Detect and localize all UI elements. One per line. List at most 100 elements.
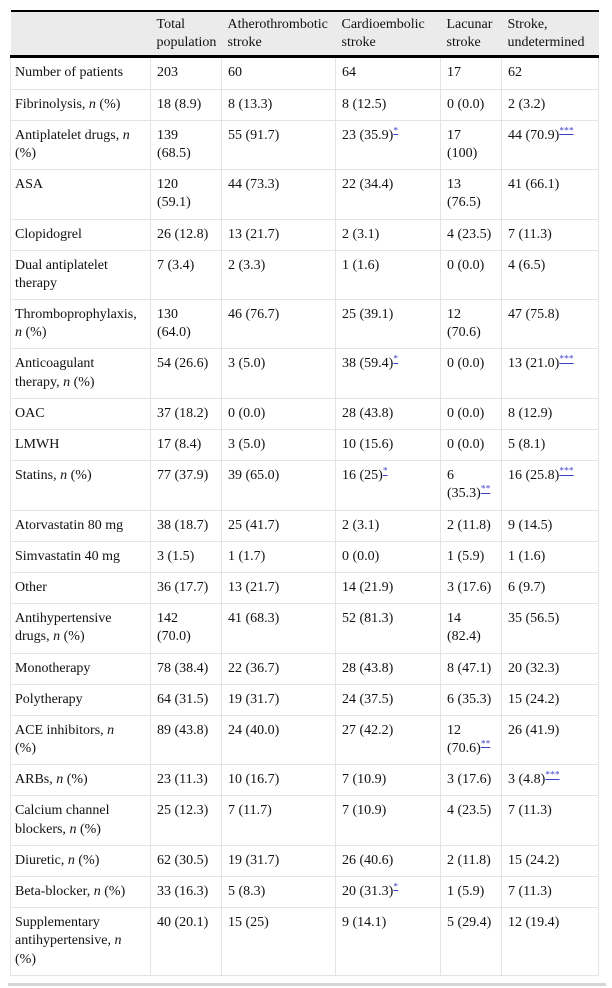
- footnote-link[interactable]: ***: [559, 466, 574, 477]
- table-cell: 120 (59.1): [150, 169, 222, 220]
- table-cell: 7 (10.9): [335, 764, 441, 797]
- table-cell: 44 (70.9)***: [501, 119, 599, 171]
- column-header-total-population: Total population: [150, 10, 222, 59]
- table-cell: 0 (0.0): [440, 249, 502, 301]
- table-row: Statins, n (%) 77 (37.9) 39 (65.0) 16 (25)*…: [10, 460, 599, 511]
- table-cell: 17 (8.4): [150, 428, 222, 462]
- footnote-link[interactable]: ***: [559, 126, 574, 137]
- table-cell: 28 (43.8): [335, 652, 441, 685]
- table-cell: 38 (59.4)*: [335, 348, 441, 399]
- table-row: Number of patients 203 60 64 17 62: [10, 56, 599, 90]
- table-cell: 23 (35.9)*: [335, 119, 441, 171]
- row-label: OAC: [10, 397, 151, 431]
- table-row: ASA 120 (59.1) 44 (73.3) 22 (34.4) 13 (76.5)…: [10, 169, 599, 220]
- table-cell: 18 (8.9): [150, 88, 222, 121]
- table-cell: 130 (64.0): [150, 299, 222, 350]
- table-cell: 64 (31.5): [150, 683, 222, 716]
- table-cell: 12 (19.4): [501, 907, 599, 976]
- footnote-link[interactable]: ***: [559, 354, 574, 365]
- table-cell: 13 (21.7): [221, 571, 336, 605]
- table-row: Clopidogrel 26 (12.8) 13 (21.7) 2 (3.1) 4 (2…: [10, 218, 599, 251]
- table-cell: 15 (25): [221, 907, 336, 976]
- table-cell: 13 (21.0)***: [501, 348, 599, 399]
- table-row: ARBs, n (%) 23 (11.3) 10 (16.7) 7 (10.9) 3 (…: [10, 764, 599, 797]
- column-header-lacunar-stroke: Lacunar stroke: [440, 10, 502, 59]
- table-cell: 89 (43.8): [150, 714, 222, 766]
- row-label: Other: [10, 571, 151, 605]
- footnote-link[interactable]: **: [480, 739, 491, 750]
- table-cell: 15 (24.2): [501, 683, 599, 716]
- table-cell: 62 (30.5): [150, 844, 222, 878]
- horizontal-scrollbar[interactable]: [8, 983, 606, 986]
- row-label: Dual antiplatelet therapy: [10, 249, 151, 301]
- table-cell: 25 (39.1): [335, 299, 441, 350]
- table-cell: 25 (41.7): [221, 509, 336, 542]
- table-cell: 38 (18.7): [150, 509, 222, 542]
- row-label: Atorvastatin 80 mg: [10, 509, 151, 542]
- table-cell: 41 (66.1): [501, 169, 599, 220]
- footnote-link[interactable]: *: [393, 882, 399, 893]
- table-cell: 13 (21.7): [221, 218, 336, 251]
- table-cell: 22 (36.7): [221, 652, 336, 685]
- table-cell: 8 (13.3): [221, 88, 336, 121]
- table-cell: 60: [221, 56, 336, 90]
- table-cell: 17 (100): [440, 119, 502, 171]
- footnote-link[interactable]: *: [393, 126, 399, 137]
- table-row: Fibrinolysis, n (%) 18 (8.9) 8 (13.3) 8 (12…: [10, 88, 599, 121]
- row-label: Antiplatelet drugs, n (%): [10, 119, 151, 171]
- table-cell: 26 (41.9): [501, 714, 599, 766]
- table-cell: 15 (24.2): [501, 844, 599, 878]
- table-row: Antiplatelet drugs, n (%) 139 (68.5) 55 (9…: [10, 119, 599, 171]
- table-cell: 35 (56.5): [501, 603, 599, 654]
- table-cell: 20 (31.3)*: [335, 875, 441, 909]
- row-label: Beta-blocker, n (%): [10, 875, 151, 909]
- header-row: Total population Atherothrombotic stroke…: [10, 10, 599, 59]
- row-label: Fibrinolysis, n (%): [10, 88, 151, 121]
- table-cell: 3 (17.6): [440, 571, 502, 605]
- table-cell: 54 (26.6): [150, 348, 222, 399]
- footnote-link[interactable]: *: [382, 466, 388, 477]
- footnote-link[interactable]: **: [480, 484, 491, 495]
- row-label: ACE inhibitors, n (%): [10, 714, 151, 766]
- table-cell: 13 (76.5): [440, 169, 502, 220]
- table-row: LMWH 17 (8.4) 3 (5.0) 10 (15.6) 0 (0.0) 5 (8.…: [10, 428, 599, 462]
- row-label: Supplementary antihypertensive, n (%): [10, 907, 151, 976]
- table-cell: 47 (75.8): [501, 299, 599, 350]
- table-cell: 7 (11.7): [221, 795, 336, 846]
- table-cell: 0 (0.0): [440, 348, 502, 399]
- table-row: Thromboprophylaxis, n (%) 130 (64.0) 46 (7…: [10, 299, 599, 350]
- table-cell: 22 (34.4): [335, 169, 441, 220]
- table-cell: 1 (5.9): [440, 540, 502, 573]
- table-row: Dual antiplatelet therapy 7 (3.4) 2 (3.3) 1…: [10, 249, 599, 301]
- table-cell: 40 (20.1): [150, 907, 222, 976]
- table-cell: 3 (4.8)***: [501, 764, 599, 797]
- table-cell: 0 (0.0): [440, 428, 502, 462]
- table-body: Number of patients 203 60 64 17 62 Fibrinolysi…: [10, 56, 599, 976]
- table-cell: 78 (38.4): [150, 652, 222, 685]
- table-row: Beta-blocker, n (%) 33 (16.3) 5 (8.3) 20 (3…: [10, 875, 599, 909]
- table-cell: 1 (1.6): [335, 249, 441, 301]
- row-label: Polytherapy: [10, 683, 151, 716]
- table-cell: 8 (12.5): [335, 88, 441, 121]
- table-cell: 12 (70.6): [440, 299, 502, 350]
- table-cell: 2 (11.8): [440, 509, 502, 542]
- row-label: Number of patients: [10, 56, 151, 90]
- table-cell: 24 (40.0): [221, 714, 336, 766]
- table-cell: 2 (3.1): [335, 509, 441, 542]
- row-label: Anticoagulant therapy, n (%): [10, 348, 151, 399]
- table-cell: 55 (91.7): [221, 119, 336, 171]
- table-cell: 14 (82.4): [440, 603, 502, 654]
- table-cell: 139 (68.5): [150, 119, 222, 171]
- footnote-link[interactable]: ***: [545, 770, 560, 781]
- table-cell: 8 (12.9): [501, 397, 599, 431]
- table-cell: 7 (11.3): [501, 875, 599, 909]
- medication-by-stroke-subtype-table: Total population Atherothrombotic stroke…: [10, 10, 599, 976]
- table-row: Supplementary antihypertensive, n (%) 40 …: [10, 907, 599, 976]
- table-cell: 24 (37.5): [335, 683, 441, 716]
- table-row: Polytherapy 64 (31.5) 19 (31.7) 24 (37.5) 6 …: [10, 683, 599, 716]
- table-cell: 62: [501, 56, 599, 90]
- table-row: OAC 37 (18.2) 0 (0.0) 28 (43.8) 0 (0.0) 8 (12…: [10, 397, 599, 431]
- column-header-atherothrombotic-stroke: Atherothrombotic stroke: [221, 10, 336, 59]
- table-cell: 3 (5.0): [221, 348, 336, 399]
- footnote-link[interactable]: *: [393, 354, 399, 365]
